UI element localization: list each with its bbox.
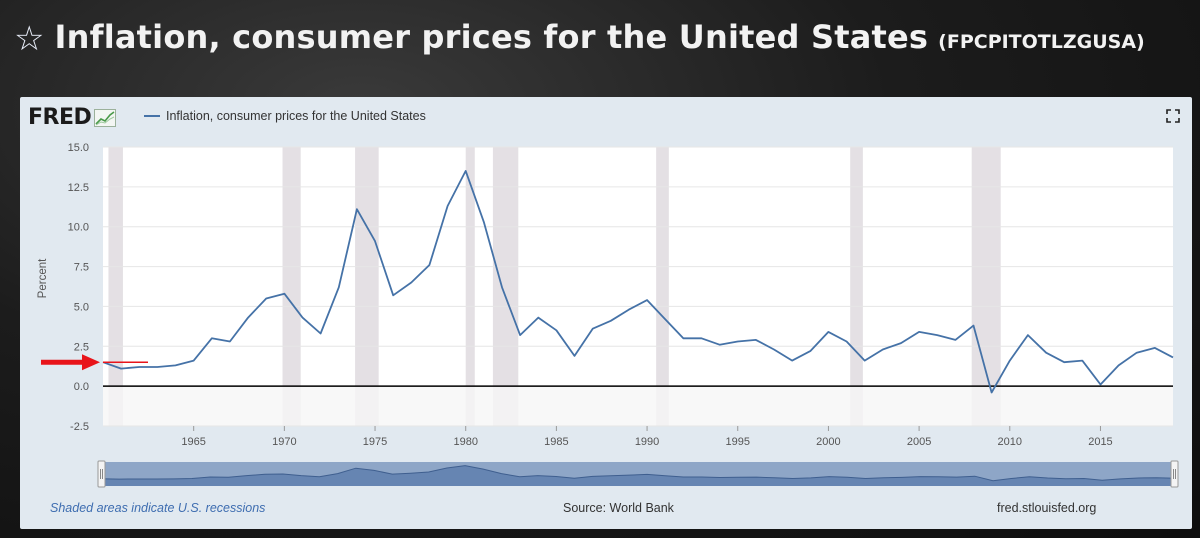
- y-tick-label: 0.0: [74, 381, 89, 393]
- below-zero-area: [103, 386, 1173, 426]
- recession-band: [971, 147, 1001, 426]
- fred-logo-text: FRED: [28, 105, 92, 130]
- recession-band: [850, 147, 863, 426]
- x-tick-label: 1965: [181, 436, 205, 448]
- navigator-handle-left[interactable]: [97, 460, 106, 488]
- navigator-series-area: [101, 465, 1175, 486]
- chart-legend[interactable]: Inflation, consumer prices for the Unite…: [144, 109, 426, 123]
- y-tick-label: 12.5: [68, 182, 89, 194]
- y-tick-label: 2.5: [74, 341, 89, 353]
- navigator-handle-right[interactable]: [1170, 460, 1179, 488]
- fred-link[interactable]: fred.stlouisfed.org: [997, 501, 1097, 515]
- series-title: Inflation, consumer prices for the Unite…: [54, 18, 929, 56]
- x-tick-label: 1985: [544, 436, 568, 448]
- x-tick-label: 2005: [907, 436, 931, 448]
- fullscreen-icon[interactable]: [1166, 109, 1180, 123]
- x-tick-label: 2010: [998, 436, 1022, 448]
- recession-band: [656, 147, 669, 426]
- x-tick-label: 1975: [363, 436, 387, 448]
- x-tick-label: 1970: [272, 436, 296, 448]
- legend-label: Inflation, consumer prices for the Unite…: [166, 109, 426, 123]
- navigator-series-line: [100, 465, 1176, 482]
- recession-band: [108, 147, 123, 426]
- series-id: (FPCPITOTLZGUSA): [938, 31, 1145, 53]
- y-tick-label: 7.5: [74, 262, 89, 274]
- x-tick-label: 2015: [1088, 436, 1112, 448]
- legend-swatch: [144, 115, 160, 117]
- recession-band: [282, 147, 301, 426]
- series-line[interactable]: [102, 169, 1174, 394]
- fred-logo[interactable]: FRED: [28, 105, 117, 130]
- recession-band: [492, 147, 519, 426]
- x-tick-label: 1980: [453, 436, 477, 448]
- annotation-arrow-head: [82, 354, 100, 371]
- recession-band: [465, 147, 475, 426]
- star-outline-icon[interactable]: ☆: [14, 20, 45, 58]
- y-tick-label: -2.5: [70, 421, 89, 433]
- y-tick-label: 10.0: [68, 222, 89, 234]
- y-tick-label: 15.0: [68, 142, 89, 154]
- x-tick-label: 1990: [635, 436, 659, 448]
- fred-graph-icon: [94, 108, 117, 127]
- y-tick-label: 5.0: [74, 301, 89, 313]
- recession-band: [355, 147, 379, 426]
- x-tick-label: 2000: [816, 436, 840, 448]
- recession-note: Shaded areas indicate U.S. recessions: [50, 501, 266, 515]
- y-axis-label: Percent: [37, 258, 49, 298]
- source-label: Source: World Bank: [563, 501, 674, 515]
- page-title: ☆ Inflation, consumer prices for the Uni…: [14, 18, 1145, 66]
- x-tick-label: 1995: [726, 436, 750, 448]
- plot-area: [103, 147, 1173, 426]
